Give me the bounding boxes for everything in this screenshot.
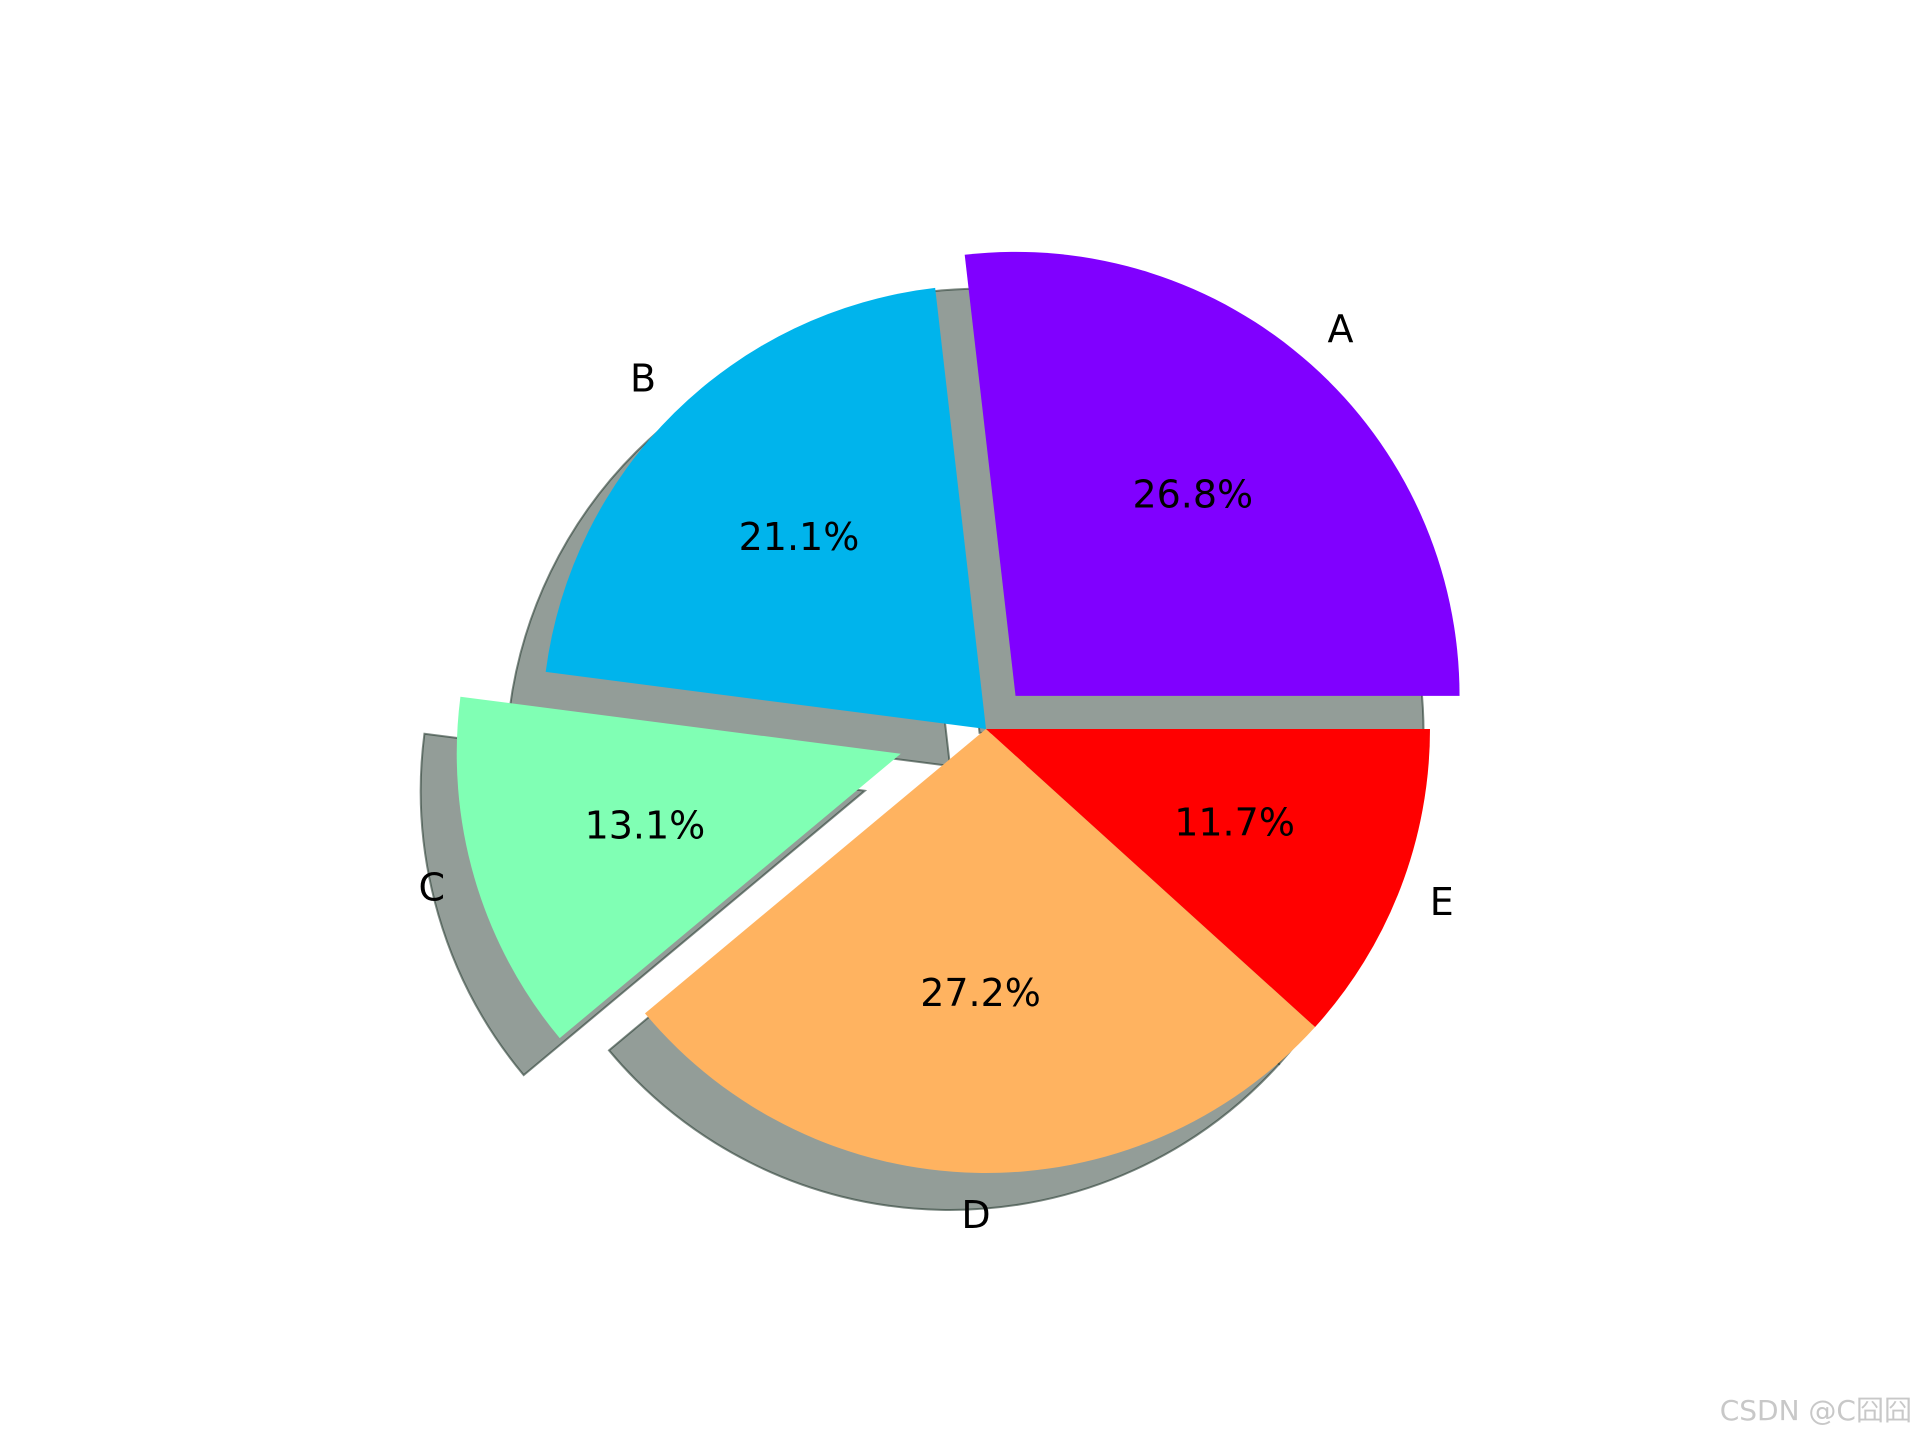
labels: A 26.8% B 21.1% C 13.1% D 27.2% E 11.7% xyxy=(418,307,1453,1237)
value-label: 27.2% xyxy=(920,971,1041,1015)
category-label: E xyxy=(1430,880,1454,924)
value-label: 26.8% xyxy=(1132,472,1253,516)
category-label: C xyxy=(418,866,445,910)
wedges xyxy=(456,251,1460,1173)
category-label: A xyxy=(1328,307,1354,351)
wedge xyxy=(964,251,1460,696)
value-label: 13.1% xyxy=(585,804,706,848)
category-label: D xyxy=(961,1193,990,1237)
watermark: CSDN @C囧囧 xyxy=(1720,1394,1912,1427)
category-label: B xyxy=(630,357,656,401)
wedge xyxy=(986,729,1430,1028)
value-label: 11.7% xyxy=(1174,800,1295,844)
value-label: 21.1% xyxy=(739,515,860,559)
wedge xyxy=(545,287,986,729)
wedge xyxy=(456,696,901,1039)
wedge xyxy=(644,729,1316,1173)
